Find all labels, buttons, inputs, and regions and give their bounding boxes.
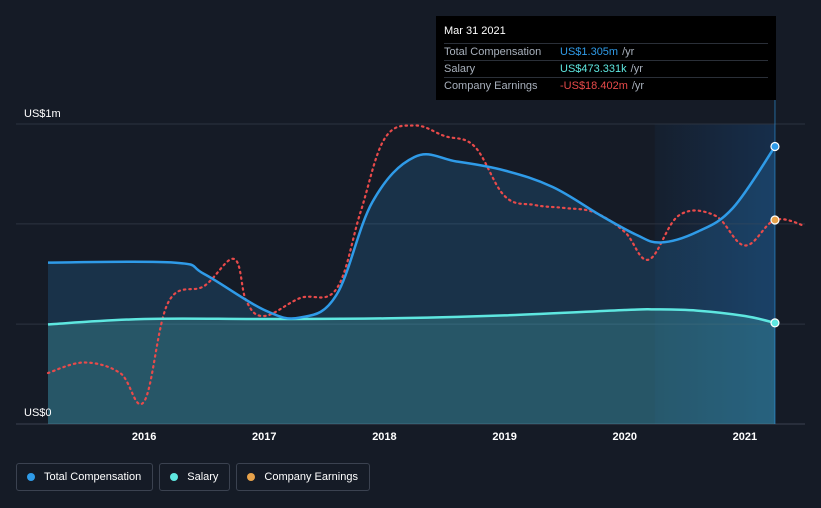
tooltip-value: US$1.305m bbox=[560, 46, 619, 58]
salary-area bbox=[48, 309, 775, 424]
x-tick-label: 2021 bbox=[733, 431, 757, 443]
total-compensation-line bbox=[47, 145, 777, 320]
y-axis-top-label: US$1m bbox=[24, 108, 61, 120]
x-tick-label: 2018 bbox=[372, 431, 396, 443]
tooltip-row-salary: Salary US$473.331k /yr bbox=[444, 60, 768, 77]
legend-item-salary[interactable]: Salary bbox=[159, 463, 231, 491]
tooltip-value: US$473.331k bbox=[560, 63, 627, 75]
legend-dot-icon bbox=[247, 473, 256, 481]
legend-label: Salary bbox=[187, 471, 219, 483]
tooltip-date: Mar 31 2021 bbox=[444, 25, 506, 37]
tooltip-label: Total Compensation bbox=[444, 46, 542, 58]
tooltip: Mar 31 2021 Total Compensation US$1.305m… bbox=[436, 16, 776, 100]
legend-dot-icon bbox=[170, 473, 179, 481]
tooltip-row-company-earnings: Company Earnings -US$18.402m /yr bbox=[444, 77, 768, 94]
legend-dot-icon bbox=[27, 473, 35, 481]
tooltip-label: Salary bbox=[444, 63, 476, 75]
x-tick-label: 2016 bbox=[132, 431, 156, 443]
legend-item-total-compensation[interactable]: Total Compensation bbox=[16, 463, 154, 491]
tooltip-row-total-compensation: Total Compensation US$1.305m /yr bbox=[444, 43, 768, 60]
tooltip-label: Company Earnings bbox=[444, 80, 538, 92]
company-earnings-marker bbox=[770, 215, 780, 225]
x-tick-label: 2017 bbox=[252, 431, 276, 443]
legend-label: Total Compensation bbox=[44, 471, 142, 483]
x-tick-label: 2019 bbox=[492, 431, 516, 443]
company-earnings-line bbox=[46, 124, 807, 406]
total-compensation-marker bbox=[770, 141, 780, 152]
legend-label: Company Earnings bbox=[264, 471, 358, 483]
tooltip-unit: /yr bbox=[631, 80, 645, 92]
chart-legend: Total Compensation Salary Company Earnin… bbox=[16, 463, 370, 491]
tooltip-unit: /yr bbox=[622, 46, 635, 58]
salary-line bbox=[47, 308, 776, 326]
x-tick-label: 2020 bbox=[613, 431, 637, 443]
salary-marker bbox=[770, 318, 780, 328]
tooltip-value: -US$18.402m bbox=[560, 80, 628, 92]
legend-item-company-earnings[interactable]: Company Earnings bbox=[236, 463, 370, 491]
tooltip-unit: /yr bbox=[630, 63, 643, 75]
highlight-region bbox=[654, 124, 775, 424]
total-compensation-area bbox=[48, 146, 775, 424]
y-axis-bottom-label: US$0 bbox=[24, 407, 52, 419]
